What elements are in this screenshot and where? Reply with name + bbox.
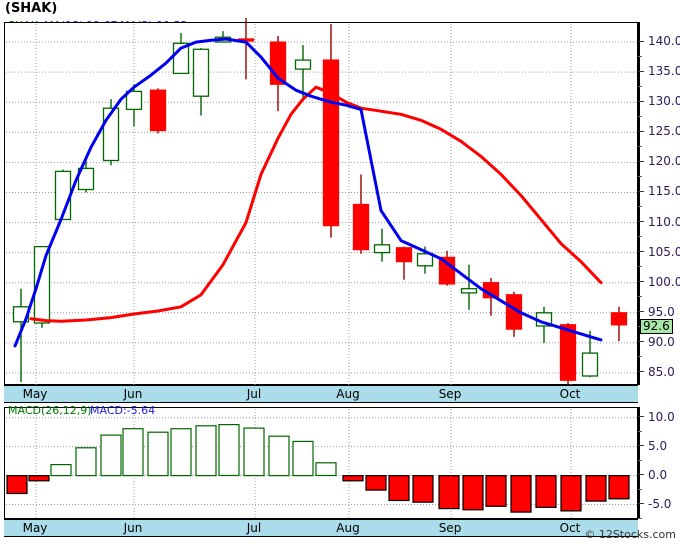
price-y-axis: 85.0 90.0 95.0 100.0 105.0 110.0 115.0 120.0 125…: [638, 22, 680, 385]
last-price-badge: 92.6: [640, 318, 673, 334]
price-y-minor-tick: [638, 145, 642, 147]
price-y-axis-line: [638, 22, 640, 385]
macd-x-tick-label: Jul: [246, 521, 262, 535]
price-y-minor-tick: [638, 356, 642, 358]
macd-y-minor-tick: [638, 488, 642, 490]
macd-y-minor-tick: [638, 459, 642, 461]
macd-y-tick: [638, 416, 644, 418]
price-y-tick: [638, 100, 644, 102]
price-y-tick-label: 115.0: [648, 184, 680, 199]
macd-y-tick-label: -5.0: [648, 496, 672, 511]
price-y-tick: [638, 160, 644, 162]
price-y-minor-tick: [638, 175, 642, 177]
price-y-minor-tick: [638, 115, 642, 117]
price-y-tick: [638, 281, 644, 283]
price-y-tick-label: 85.0: [648, 364, 675, 379]
price-y-tick-label: 90.0: [648, 334, 675, 349]
price-y-tick: [638, 311, 644, 313]
macd-y-minor-tick: [638, 517, 642, 519]
macd-x-tick-label: Jun: [123, 521, 143, 535]
price-y-minor-tick: [638, 85, 642, 87]
price-y-minor-tick: [638, 296, 642, 298]
price-x-tick-label: Sep: [438, 387, 462, 401]
price-x-axis: May Jun Jul Aug Sep Oct: [4, 385, 638, 403]
macd-x-tick-label: Oct: [559, 521, 581, 535]
page-title: (SHAK): [5, 1, 58, 16]
macd-y-tick-label: 5.0: [648, 438, 668, 453]
price-y-tick: [638, 371, 644, 373]
macd-y-tick: [638, 503, 644, 505]
macd-y-tick: [638, 445, 644, 447]
macd-value-label: MACD:-5.64: [90, 404, 156, 417]
macd-y-minor-tick: [638, 430, 642, 432]
macd-indicator-label: MACD(26,12,9): [8, 404, 92, 417]
macd-y-axis-line: [638, 407, 640, 519]
copyright-notice: © 12Stocks.com: [584, 528, 676, 541]
price-y-minor-tick: [638, 266, 642, 268]
price-y-tick-label: 125.0: [648, 124, 680, 139]
price-y-minor-tick: [638, 55, 642, 57]
title-bar: (SHAK): [0, 0, 680, 18]
price-y-tick-label: 100.0: [648, 274, 680, 289]
price-y-tick-label: 120.0: [648, 154, 680, 169]
price-y-tick-label: 140.0: [648, 34, 680, 49]
price-y-tick: [638, 70, 644, 72]
price-y-tick: [638, 221, 644, 223]
macd-y-tick: [638, 474, 644, 476]
price-y-tick: [638, 40, 644, 42]
price-plot: [6, 18, 638, 385]
price-x-tick-label: Oct: [559, 387, 581, 401]
macd-y-tick-label: 0.0: [648, 467, 668, 482]
price-y-tick-label: 95.0: [648, 304, 675, 319]
price-y-tick: [638, 190, 644, 192]
copyright-symbol: ©: [584, 528, 596, 541]
price-x-tick-label: Jul: [246, 387, 262, 401]
price-y-minor-tick: [638, 206, 642, 207]
macd-y-axis: -5.0 0.0 5.0 10.0: [638, 407, 680, 519]
macd-x-tick-label: Sep: [438, 521, 462, 535]
price-y-tick: [638, 341, 644, 343]
price-y-tick-label: 130.0: [648, 94, 680, 109]
price-y-tick: [638, 130, 644, 132]
price-y-tick-label: 135.0: [648, 64, 680, 79]
copyright-text: 12Stocks.com: [598, 528, 676, 541]
price-chart-panel[interactable]: [4, 18, 638, 385]
macd-y-tick-label: 10.0: [648, 409, 675, 424]
macd-x-tick-label: Aug: [336, 521, 360, 535]
macd-plot: [6, 409, 638, 519]
price-y-minor-tick: [638, 236, 642, 238]
price-x-tick-label: Aug: [336, 387, 360, 401]
macd-chart-panel[interactable]: [4, 407, 638, 519]
macd-x-axis: May Jun Jul Aug Sep Oct: [4, 519, 638, 537]
price-y-tick-label: 110.0: [648, 214, 680, 229]
macd-x-tick-label: May: [22, 521, 48, 535]
price-y-tick: [638, 251, 644, 253]
price-x-tick-label: Jun: [123, 387, 143, 401]
price-x-tick-label: May: [22, 387, 48, 401]
price-y-tick-label: 105.0: [648, 244, 680, 259]
